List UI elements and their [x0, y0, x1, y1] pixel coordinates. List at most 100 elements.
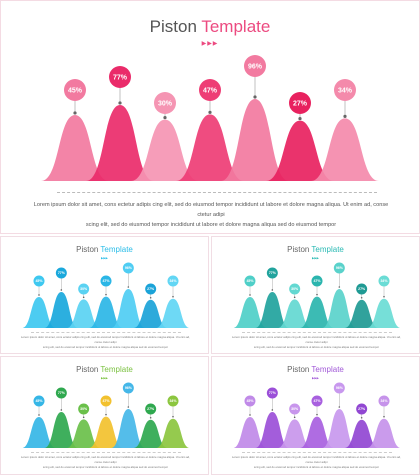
value-label-1: 45% — [246, 279, 254, 283]
value-bubble-1 — [64, 79, 86, 101]
piston-chart: 45% 77% 30% 47% 96% 27% 34% — [233, 262, 401, 328]
value-bubble-6 — [145, 283, 157, 295]
peak-3 — [66, 419, 101, 448]
variant-slide-blue[interactable]: Piston Template ▶▶▶ 45% 77% 30% 47% 96% 27% 34% L… — [0, 236, 209, 354]
marker-dot-6 — [298, 116, 302, 121]
value-label-2: 77% — [269, 391, 277, 395]
value-label-7: 34% — [169, 399, 177, 403]
value-label-4: 47% — [313, 279, 321, 283]
value-bubble-4 — [100, 275, 112, 287]
marker-dot-4 — [105, 413, 107, 416]
marker-dot-2 — [271, 289, 274, 291]
variant-slide-teal[interactable]: Piston Template ▶▶▶ 45% 77% 30% 47% 96% 27% 34% L… — [211, 236, 420, 354]
peak-5 — [111, 289, 146, 328]
marker-dot-6 — [149, 416, 152, 419]
marker-dot-2 — [118, 101, 122, 105]
title-dots-icon: ▶▶▶ — [101, 376, 108, 380]
marker-dot-4 — [316, 413, 318, 416]
value-label-7: 34% — [338, 87, 353, 94]
peak-2 — [44, 291, 79, 328]
marker-dot-5 — [253, 95, 257, 99]
title-word-1: Piston — [76, 245, 99, 254]
value-bubble-4 — [199, 79, 221, 101]
value-label-1: 45% — [35, 279, 43, 283]
value-label-2: 77% — [269, 271, 277, 275]
peak-3 — [131, 119, 199, 181]
piston-chart: 45% 77% 30% 47% 96% 27% 34% — [22, 262, 190, 328]
value-bubble-5 — [122, 382, 134, 394]
marker-dot-1 — [73, 111, 77, 115]
value-label-5: 96% — [248, 63, 263, 70]
marker-dot-1 — [38, 414, 40, 416]
peak-3 — [277, 299, 312, 328]
value-label-3: 30% — [80, 407, 88, 411]
marker-dot-2 — [60, 409, 63, 411]
value-bubble-3 — [78, 283, 90, 295]
main-slide[interactable]: Piston Template ▶▶▶ 45% 77% 30% 47% 96% 27% 34… — [0, 0, 420, 234]
title-word-2: Template — [98, 245, 133, 254]
marker-dot-6 — [149, 296, 152, 299]
marker-dot-4 — [316, 293, 318, 296]
title-dots-icon: ▶▶▶ — [312, 376, 319, 380]
value-bubble-7 — [167, 275, 179, 287]
peak-2 — [44, 411, 79, 448]
value-bubble-7 — [167, 395, 179, 407]
value-label-6: 27% — [147, 287, 155, 291]
value-bubble-3 — [154, 92, 176, 114]
marker-dot-5 — [338, 286, 341, 288]
value-label-2: 77% — [58, 271, 66, 275]
peak-5 — [322, 409, 357, 448]
value-bubble-7 — [334, 79, 356, 101]
peak-3 — [66, 299, 101, 328]
marker-dot-7 — [343, 114, 347, 118]
title-dots-icon: ▶▶▶ — [101, 256, 108, 260]
body-text: Lorem ipsum dolor sit amet, cons ectetur… — [21, 455, 190, 469]
marker-dot-7 — [383, 415, 385, 418]
peak-6 — [344, 419, 379, 448]
peak-1 — [22, 296, 56, 328]
value-bubble-4 — [311, 395, 323, 407]
marker-dot-7 — [172, 295, 174, 298]
peak-2 — [86, 104, 154, 181]
value-label-3: 30% — [80, 287, 88, 291]
slide-title: Piston Template — [212, 245, 419, 254]
value-label-7: 34% — [380, 399, 388, 403]
value-label-6: 27% — [147, 407, 155, 411]
marker-dot-3 — [82, 296, 85, 299]
value-bubble-2 — [55, 387, 67, 399]
value-label-3: 30% — [158, 100, 173, 107]
marker-dot-6 — [360, 296, 363, 299]
variant-slide-green[interactable]: Piston Template ▶▶▶ 45% 77% 30% 47% 96% 27% 34% L… — [0, 356, 209, 475]
peak-7 — [156, 298, 190, 328]
slide-title: Piston Template — [1, 365, 208, 374]
value-bubble-1 — [33, 395, 45, 407]
value-bubble-2 — [266, 267, 278, 279]
marker-dot-4 — [105, 293, 107, 296]
value-label-2: 77% — [113, 74, 128, 81]
value-bubble-5 — [333, 262, 345, 274]
peak-1 — [22, 416, 56, 448]
value-label-5: 96% — [125, 266, 133, 270]
value-bubble-5 — [333, 382, 345, 394]
value-label-1: 45% — [35, 399, 43, 403]
value-label-3: 30% — [291, 287, 299, 291]
value-label-6: 27% — [358, 287, 366, 291]
peak-5 — [322, 289, 357, 328]
marker-dot-3 — [293, 296, 296, 299]
marker-dot-6 — [360, 416, 363, 419]
marker-dot-3 — [82, 416, 85, 419]
value-bubble-2 — [266, 387, 278, 399]
marker-dot-5 — [338, 406, 341, 408]
value-label-4: 47% — [203, 87, 218, 94]
title-word-2: Template — [309, 365, 344, 374]
marker-dot-3 — [163, 116, 167, 120]
slide-title: Piston Template — [212, 365, 419, 374]
divider — [31, 452, 181, 453]
value-bubble-6 — [356, 283, 368, 295]
body-text: Lorem ipsum dolor sit amet, cons ectetur… — [21, 335, 190, 349]
peak-6 — [133, 419, 168, 448]
marker-dot-5 — [127, 286, 130, 288]
peak-5 — [111, 409, 146, 448]
variant-slide-purple[interactable]: Piston Template ▶▶▶ 45% 77% 30% 47% 96% 27% 34% L… — [211, 356, 420, 475]
value-label-7: 34% — [169, 279, 177, 283]
